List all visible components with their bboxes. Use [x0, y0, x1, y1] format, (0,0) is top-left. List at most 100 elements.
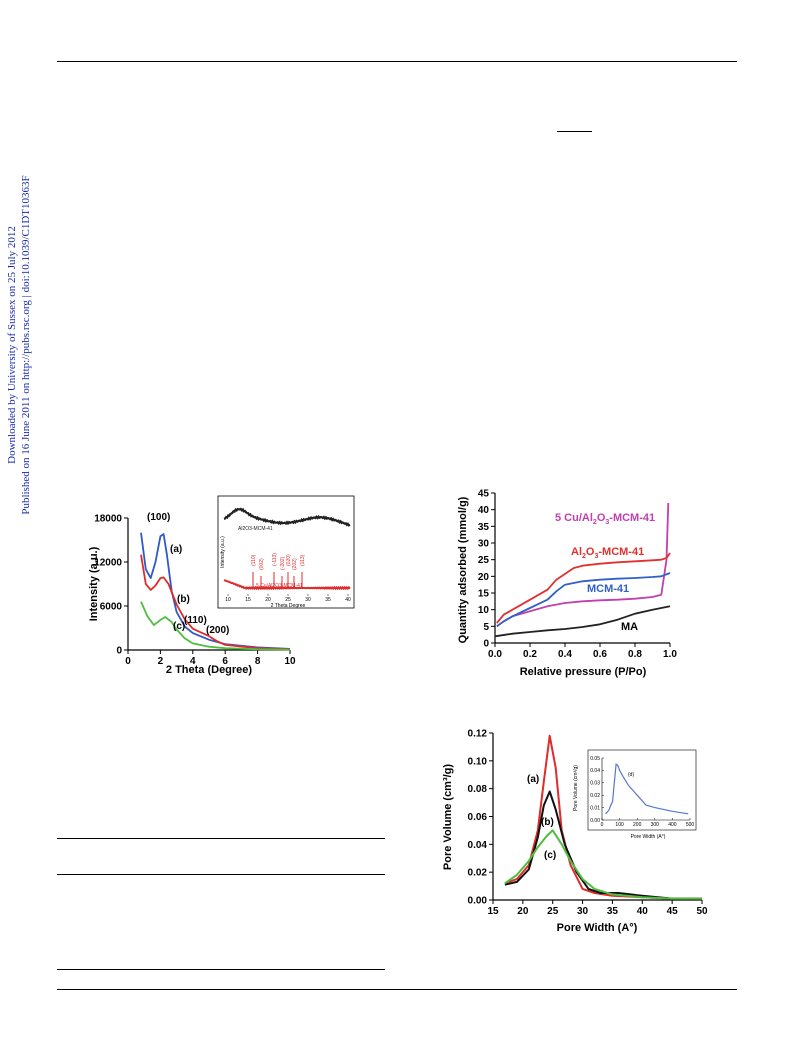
pore-ticks: 15 20 25 30 35 40 45 50 0.00 0.02 0.04 0.06 0.08 0.10…: [468, 729, 708, 918]
xrd-label-200: (200): [206, 625, 229, 636]
xrd-ticks: 0 2 4 6 8 10 0 6000 12000 18000: [94, 514, 296, 668]
iso-ylabel: Quantity adsorbed (mmol/g): [457, 496, 469, 643]
pore-inset: 0 100 200 300 400 500 0.00 0.01 0.02 0.03 0.04 0.05…: [573, 749, 697, 840]
pore-label-a: (a): [527, 774, 539, 785]
pore-inset-xtick-label: 500: [686, 822, 695, 828]
x-tick-label: 1.0: [663, 649, 677, 660]
top-rule: [57, 61, 737, 62]
x-tick-label: 0.2: [523, 649, 537, 660]
pore-inset-label: (d): [628, 772, 634, 778]
pore-inset-ytick-label: 0.01: [590, 805, 600, 811]
inset-peak-label: (110): [251, 554, 257, 566]
xrd-series: [140, 532, 291, 651]
iso-ticks: 0.0 0.2 0.4 0.6 0.8 1.0 0 5 10 15 20 25 30 35 40 45: [478, 489, 678, 661]
y-tick-label: 0.04: [468, 840, 488, 851]
inset-peak-label: (002): [259, 558, 265, 570]
pore-inset-xtick-label: 100: [615, 822, 624, 828]
series-line-1: [496, 552, 671, 624]
y-tick-label: 20: [478, 572, 490, 583]
download-side-note: Downloaded by University of Sussex on 25…: [5, 45, 35, 645]
pore-inset-xtick-label: 300: [651, 822, 660, 828]
inset-xtick-label: 30: [305, 597, 311, 603]
x-tick-label: 10: [284, 656, 296, 667]
xrd-inset-xlabel: 2 Theta Degree: [271, 603, 306, 609]
y-tick-label: 10: [478, 605, 490, 616]
xrd-axes: [127, 518, 290, 651]
x-tick-label: 0.6: [593, 649, 607, 660]
pore-inset-ylabel: Pore Volume (cm³/g): [573, 765, 579, 811]
iso-label-cu: 5 Cu/Al2O3-MCM-41: [555, 512, 655, 526]
small-rule: [557, 131, 592, 132]
xrd-ylabel: Intensity (a.u.): [88, 546, 100, 621]
xrd-label-110: (110): [184, 615, 207, 626]
pore-xlabel: Pore Width (A°): [557, 922, 638, 934]
y-tick-label: 12000: [94, 558, 122, 569]
inset-peak-label: (020): [286, 554, 292, 566]
inset-peak-label: (202): [292, 558, 298, 570]
series-line-2: [504, 829, 702, 900]
published-line: Published on 16 June 2011 on http://pubs…: [20, 175, 32, 515]
inset-xtick-label: 20: [265, 597, 271, 603]
pore-inset-ytick-label: 0.03: [590, 781, 600, 787]
bottom-rule: [57, 989, 737, 990]
pore-label-b: (b): [541, 817, 554, 828]
y-tick-label: 0.08: [468, 784, 488, 795]
x-tick-label: 0: [125, 656, 131, 667]
xrd-inset-label-2: 5 Cu/Al2O3-MCM-41: [256, 583, 303, 589]
iso-label-al: Al2O3-MCM-41: [571, 546, 644, 560]
pore-inset-axes: [601, 758, 690, 821]
y-tick-label: 40: [478, 505, 490, 516]
y-tick-label: 0.06: [468, 812, 488, 823]
pore-label-c: (c): [544, 850, 556, 861]
inset-peak-label: (-113): [272, 553, 278, 566]
y-tick-label: 0.02: [468, 868, 488, 879]
pore-inset-line: [605, 763, 689, 815]
download-line: Downloaded by University of Sussex on 25…: [6, 226, 18, 464]
x-tick-label: 0.0: [488, 649, 502, 660]
iso-axes: [494, 493, 670, 644]
xrd-label-100: (100): [147, 512, 170, 523]
y-tick-label: 0: [483, 639, 489, 650]
y-tick-label: 0: [116, 646, 122, 657]
xrd-inset-peaks: (110) (002) (-113) (-202) (020) (202) (113): [251, 553, 306, 588]
xrd-inset: (110) (002) (-113) (-202) (020) (202) (113) Al…: [217, 495, 355, 609]
x-tick-label: 4: [190, 656, 196, 667]
xrd-xlabel: 2 Theta (Degree): [166, 664, 253, 676]
inset-xtick-label: 10: [225, 597, 231, 603]
iso-label-ma: MA: [621, 621, 638, 633]
series-line-1: [504, 790, 702, 900]
iso-xlabel: Relative pressure (P/Po): [520, 666, 647, 678]
pore-ylabel: Pore Volume (cm³/g): [442, 764, 454, 870]
inset-xtick-label: 40: [345, 597, 351, 603]
y-tick-label: 5: [483, 622, 489, 633]
series-line-3: [494, 605, 671, 638]
pore-inset-ytick-label: 0.04: [590, 768, 600, 774]
pore-inset-xtick-label: 0: [601, 822, 604, 828]
x-tick-label: 2: [158, 656, 164, 667]
inset-xtick-label: 25: [285, 597, 291, 603]
y-tick-label: 25: [478, 555, 490, 566]
x-tick-label: 8: [255, 656, 261, 667]
x-tick-label: 15: [487, 906, 499, 917]
pore-axes: [492, 733, 702, 901]
xrd-label-c: (c): [173, 621, 185, 632]
y-tick-label: 0.12: [468, 729, 488, 740]
isotherm-figure: 0.0 0.2 0.4 0.6 0.8 1.0 0 5 10 15 20 25 30 35 40 45 5 C…: [457, 489, 678, 679]
y-tick-label: 0.00: [468, 896, 488, 907]
table-rule-1: [57, 838, 385, 839]
y-tick-label: 30: [478, 539, 490, 550]
table-rule-2: [57, 874, 385, 875]
pore-inset-ytick-label: 0.05: [590, 756, 600, 762]
xrd-inset-label-1: Al2O3-MCM-41: [238, 526, 273, 532]
table-rule-3: [57, 969, 385, 970]
pore-inset-xtick-label: 200: [633, 822, 642, 828]
x-tick-label: 40: [637, 906, 649, 917]
x-tick-label: 30: [577, 906, 589, 917]
series-line-2: [496, 572, 671, 628]
xrd-figure: 0 2 4 6 8 10 0 6000 12000 18000 (100) (a) (b) (11…: [88, 495, 355, 676]
inset-peak-label: (113): [300, 554, 306, 566]
x-tick-label: 20: [517, 906, 529, 917]
x-tick-label: 50: [696, 906, 708, 917]
y-tick-label: 35: [478, 522, 490, 533]
pore-inset-ytick-label: 0.00: [590, 818, 600, 824]
